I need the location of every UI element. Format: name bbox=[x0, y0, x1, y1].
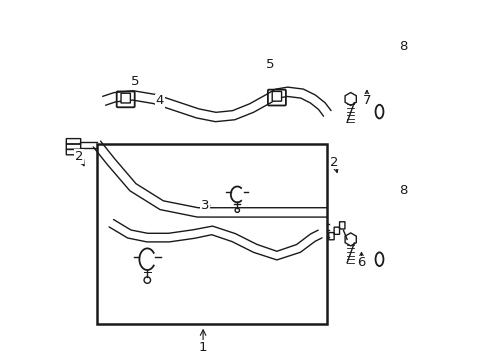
Text: 3: 3 bbox=[200, 199, 209, 212]
Text: 8: 8 bbox=[398, 184, 406, 197]
FancyBboxPatch shape bbox=[272, 91, 281, 101]
Text: 4: 4 bbox=[155, 94, 164, 107]
Text: 6: 6 bbox=[357, 256, 365, 269]
Text: 1: 1 bbox=[199, 341, 207, 354]
Text: 2: 2 bbox=[75, 150, 83, 163]
Text: 5: 5 bbox=[130, 75, 139, 87]
FancyBboxPatch shape bbox=[121, 93, 130, 103]
Text: 7: 7 bbox=[362, 94, 370, 107]
Text: 2: 2 bbox=[329, 156, 338, 168]
Text: 8: 8 bbox=[398, 40, 406, 53]
Bar bbox=[97, 144, 326, 324]
Text: 5: 5 bbox=[265, 58, 273, 71]
